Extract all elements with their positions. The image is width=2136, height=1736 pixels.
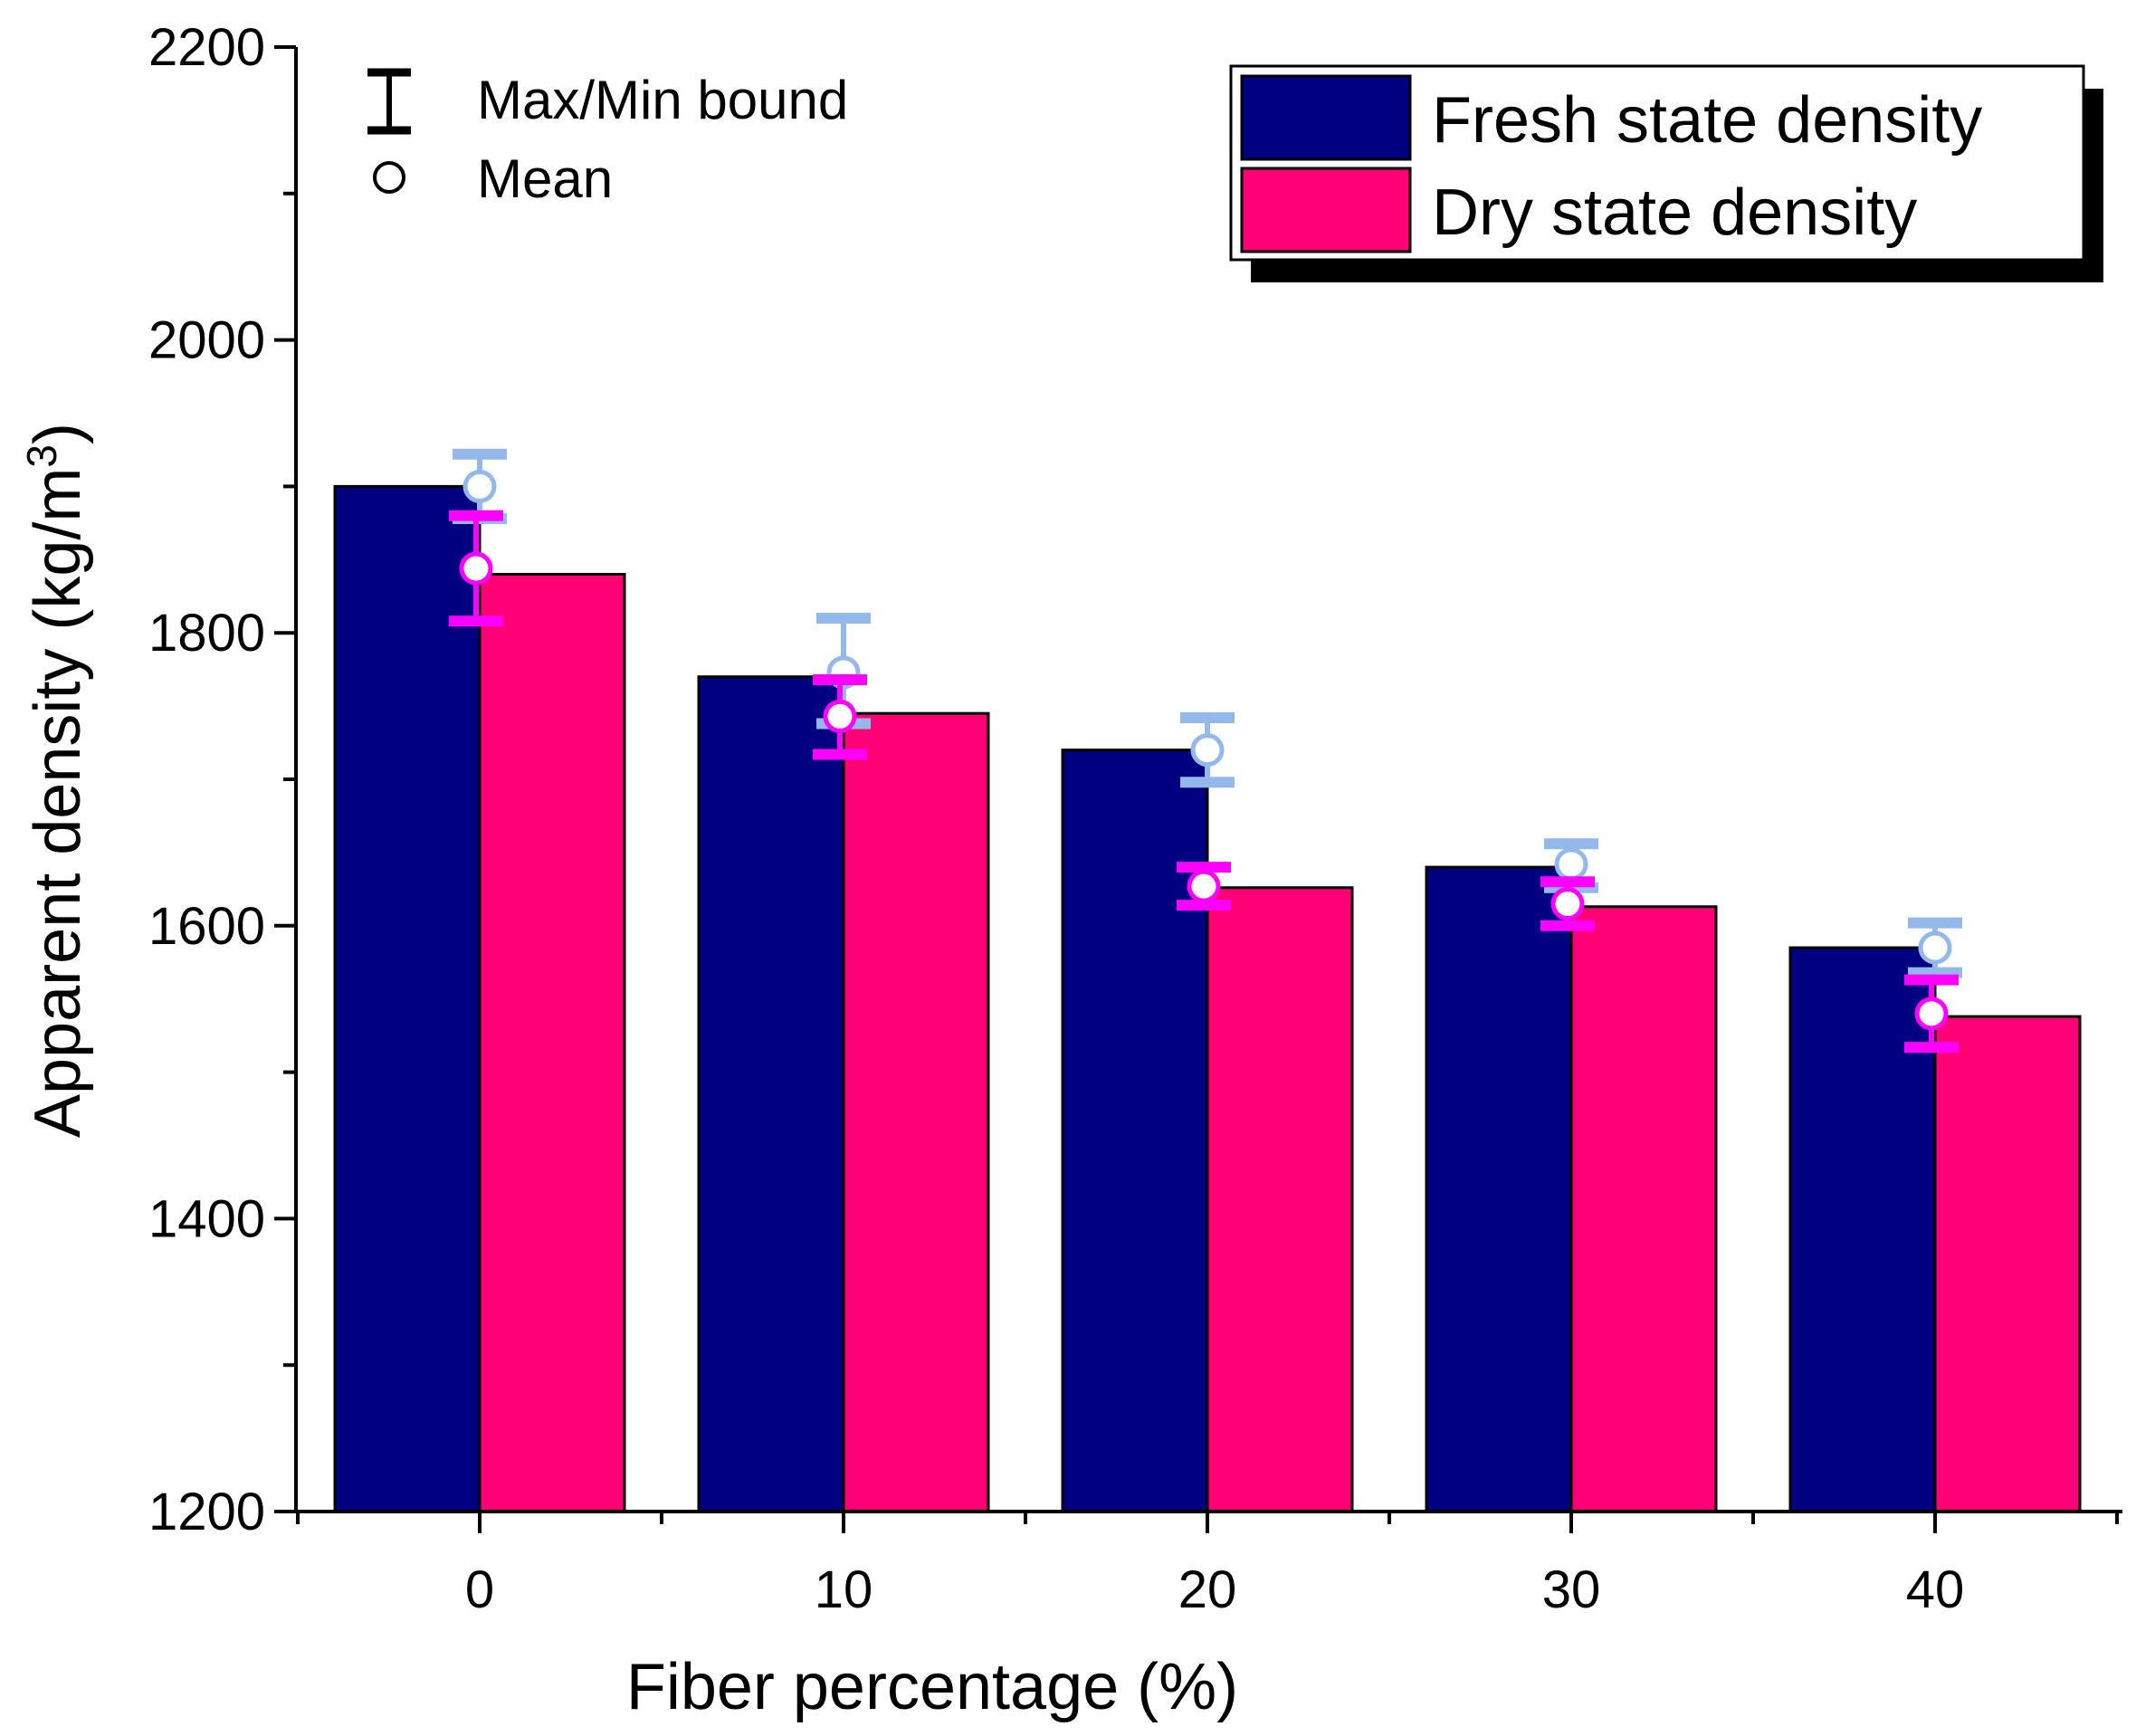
legend-swatch-dry: [1240, 167, 1412, 253]
legend-label-dry: Dry state density: [1432, 176, 1917, 249]
y-axis-title-superscript: 3: [18, 444, 65, 468]
mean-marker-fresh-40: [1918, 930, 1952, 965]
mean-marker-fresh-30: [1554, 847, 1588, 882]
axes-layer: 1200 1400 1600 1800 2000 2200 0 10 20 30 40 Fiber p…: [18, 18, 2122, 1723]
x-tick-label: 40: [1906, 1560, 1965, 1619]
y-axis-title: Apparent density (kg/m3): [18, 423, 94, 1138]
legend-mean-label: Mean: [477, 148, 613, 209]
y-tick-label: 1800: [148, 604, 265, 663]
bar-fresh-20: [1061, 749, 1209, 1513]
bars-layer: [333, 484, 2082, 1513]
bar-dry-40: [1933, 1015, 2082, 1513]
mean-marker-dry-0: [459, 551, 493, 586]
mean-marker-fresh-0: [462, 469, 497, 503]
bar-dry-0: [478, 572, 626, 1513]
y-tick-label: 1400: [148, 1189, 265, 1248]
bar-dry-30: [1569, 905, 1718, 1513]
legend-layer: Max/Min bound Mean Fresh state density Dry …: [367, 64, 2103, 282]
mean-marker-dry-10: [823, 699, 857, 733]
mean-marker-dry-30: [1550, 887, 1585, 921]
bar-fresh-30: [1425, 865, 1573, 1513]
y-tick-label: 2000: [148, 311, 265, 370]
x-axis-title: Fiber percentage (%): [626, 1651, 1238, 1723]
legend-errorbar-label: Max/Min bound: [477, 70, 848, 130]
y-tick-label: 2200: [148, 18, 265, 77]
x-tick-label: 0: [465, 1560, 494, 1619]
y-tick-label: 1600: [148, 897, 265, 956]
legend-mean-marker: [373, 161, 405, 194]
bar-fresh-40: [1788, 946, 1937, 1513]
mean-marker-dry-40: [1914, 997, 1949, 1031]
x-tick-label: 20: [1178, 1560, 1237, 1619]
y-tick-label: 1200: [148, 1483, 265, 1541]
bar-fresh-0: [333, 484, 482, 1513]
legend-swatch-fresh: [1240, 74, 1412, 161]
bar-fresh-10: [697, 675, 845, 1513]
mean-marker-dry-20: [1187, 869, 1221, 903]
y-axis-title-close: ): [22, 423, 94, 444]
bar-dry-20: [1206, 886, 1354, 1513]
mean-marker-fresh-20: [1190, 733, 1225, 768]
legend-label-fresh: Fresh state density: [1432, 84, 1982, 157]
bar-dry-10: [842, 711, 990, 1513]
x-tick-label: 10: [815, 1560, 873, 1619]
x-tick-label: 30: [1542, 1560, 1601, 1619]
errors-layer: [449, 448, 1962, 1054]
